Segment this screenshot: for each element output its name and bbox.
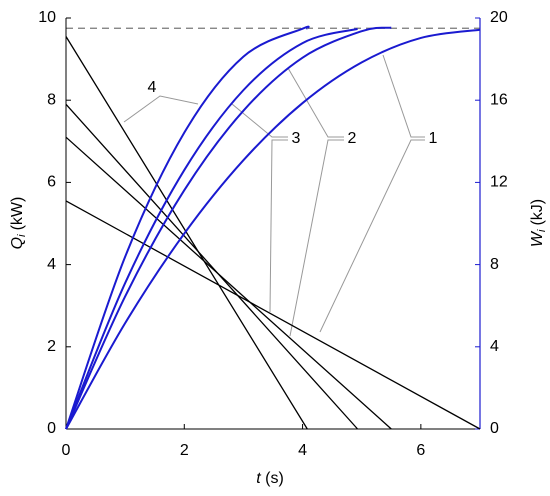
series-line bbox=[65, 28, 481, 430]
x-axis-title: t (s) bbox=[256, 470, 284, 487]
y-tick-label: 10 bbox=[38, 9, 56, 26]
annotation: 1 bbox=[429, 130, 438, 147]
series-line bbox=[65, 103, 359, 430]
annotation: 4 bbox=[148, 79, 157, 96]
leader-line bbox=[269, 139, 288, 313]
x-tick-label: 0 bbox=[62, 442, 71, 459]
x-tick-label: 2 bbox=[180, 442, 189, 459]
series-line bbox=[65, 25, 310, 430]
y-tick-label: 8 bbox=[47, 91, 56, 108]
x-unit: (s) bbox=[265, 470, 284, 487]
leader-line bbox=[319, 139, 425, 333]
y-tick-label: 4 bbox=[47, 256, 56, 273]
y2-tick-label: 0 bbox=[490, 420, 499, 437]
y2-tick-label: 16 bbox=[490, 91, 508, 108]
leader-lines bbox=[123, 54, 425, 337]
y-axis-title: Qi (kW) bbox=[9, 197, 28, 250]
y-tick-label: 2 bbox=[47, 338, 56, 355]
y2-subscript: i bbox=[536, 229, 548, 232]
y2-unit: (kJ) bbox=[529, 199, 546, 226]
x-symbol: t bbox=[256, 470, 261, 487]
series-line bbox=[65, 136, 392, 430]
leader-line bbox=[123, 95, 199, 123]
y-tick-label: 6 bbox=[47, 174, 56, 191]
leader-line bbox=[289, 139, 344, 337]
series-line bbox=[65, 26, 392, 430]
x-tick-label: 4 bbox=[298, 442, 307, 459]
series-line bbox=[65, 200, 481, 430]
y-tick-label: 0 bbox=[47, 420, 56, 437]
leader-line bbox=[231, 103, 288, 138]
y-symbol: Q bbox=[9, 237, 26, 249]
y-unit: (kW) bbox=[9, 197, 26, 231]
series-line bbox=[65, 36, 308, 430]
y2-tick-label: 4 bbox=[490, 338, 499, 355]
y2-tick-label: 20 bbox=[490, 9, 508, 26]
y2-tick-label: 8 bbox=[490, 256, 499, 273]
y2-symbol: W bbox=[529, 230, 546, 247]
leader-line bbox=[287, 67, 344, 138]
series-line bbox=[65, 27, 358, 430]
annotation: 3 bbox=[292, 130, 301, 147]
leader-line bbox=[382, 54, 425, 138]
annotation: 2 bbox=[348, 130, 357, 147]
x-tick-label: 6 bbox=[416, 442, 425, 459]
y2-tick-label: 12 bbox=[490, 174, 508, 191]
y2-axis-title: Wi (kJ) bbox=[529, 199, 548, 247]
y-subscript: i bbox=[16, 234, 28, 237]
